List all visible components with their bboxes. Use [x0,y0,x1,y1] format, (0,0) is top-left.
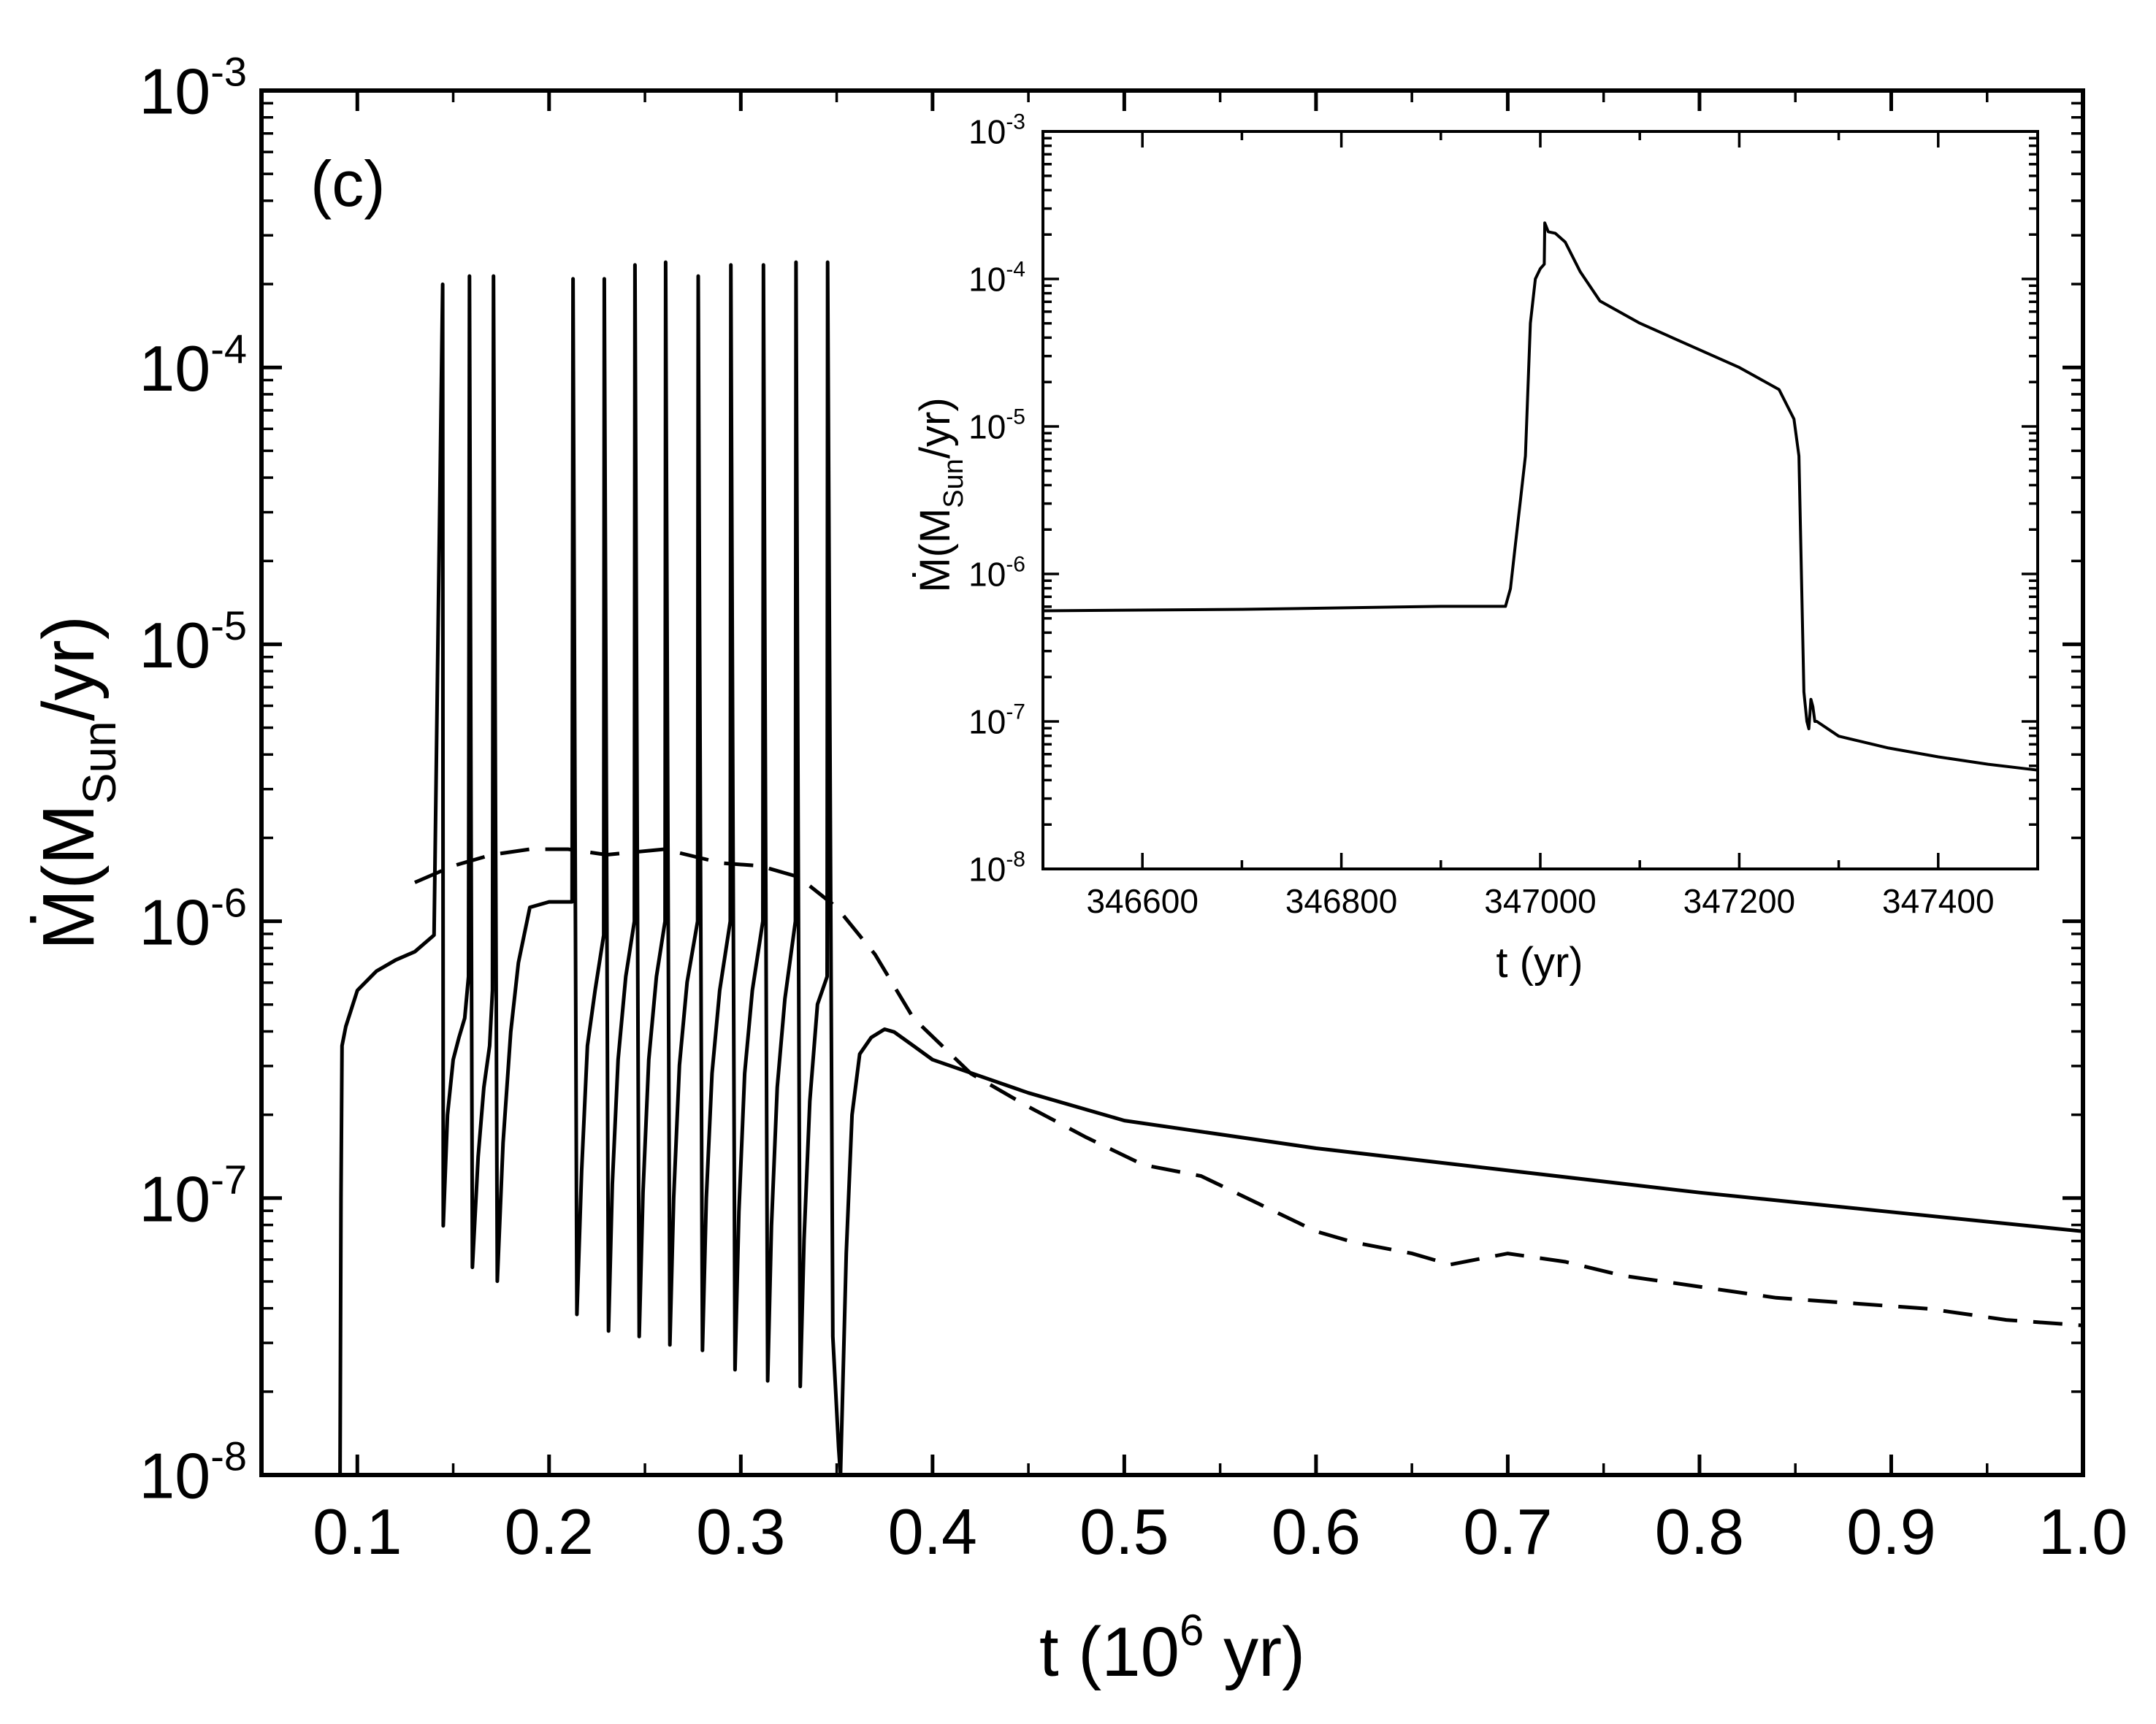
y-tick-label: 10-4 [139,326,247,405]
y-tick-label: 10-8 [139,1433,247,1512]
main-plot-frame [259,88,2085,1477]
x-tick-label: 346600 [1086,882,1199,920]
y-tick-label-base: 10 [968,556,1006,594]
panel-label: (c) [310,148,386,220]
x-tick-label: 0.8 [1655,1495,1744,1568]
main-y-axis-title-text: Ṁ(M [28,804,110,950]
y-tick-label: 10-7 [968,700,1025,741]
y-tick-label-exponent: -5 [1006,405,1025,429]
main-x-axis-title-tail: yr) [1204,1613,1305,1691]
x-tick-label: 0.9 [1846,1495,1935,1568]
series-line-solid [338,260,2084,1477]
y-tick-label-base: 10 [139,332,210,405]
main-plot: 0.1 0.2 0.3 0.4 0.5 0.6 0.7 0.8 0.9 1.010-810-710… [28,49,2128,1691]
main-series [338,260,2084,1477]
y-tick-label-exponent: -5 [210,602,247,648]
x-tick-label: 346800 [1285,882,1398,920]
main-x-axis-title-text: t (10 [1039,1613,1180,1691]
inset-y-axis-title-text: Ṁ(M [911,508,959,593]
y-tick-label: 10-3 [139,49,247,128]
y-tick-label-exponent: -8 [210,1433,247,1479]
y-tick-label-base: 10 [139,886,210,958]
y-tick-label-exponent: -6 [1006,553,1025,577]
y-tick-label-exponent: -8 [1006,848,1025,872]
inset-background [1043,131,2038,869]
x-tick-label: 347200 [1683,882,1796,920]
y-tick-label-base: 10 [968,851,1006,889]
y-tick-label: 10-8 [968,848,1025,889]
x-tick-label: 1.0 [2038,1495,2128,1568]
y-tick-label-exponent: -3 [210,49,247,95]
inset-y-axis-title-tail: /yr) [911,397,959,459]
main-x-axis-title-exponent: 6 [1180,1606,1204,1655]
y-tick-label-exponent: -7 [210,1156,247,1202]
y-tick-label-exponent: -4 [210,326,247,372]
x-tick-label: 0.6 [1272,1495,1361,1568]
inset-plot-frame [1041,130,2039,870]
main-y-axis-title-subscript: Sun [73,721,126,804]
y-tick-label: 10-7 [139,1156,247,1235]
y-tick-label-base: 10 [139,1440,210,1512]
x-tick-label: 0.4 [888,1495,977,1568]
main-tick-labels: 0.1 0.2 0.3 0.4 0.5 0.6 0.7 0.8 0.9 1.010-810-710… [139,49,2128,1568]
x-tick-label: 347000 [1484,882,1597,920]
main-x-axis-title: t (106 yr) [1039,1606,1305,1691]
x-tick-label: 0.1 [313,1495,402,1568]
y-tick-label: 10-5 [139,602,247,681]
y-tick-label-base: 10 [139,609,210,681]
y-tick-label: 10-4 [968,258,1025,299]
y-tick-label-exponent: -6 [210,879,247,925]
y-tick-label-exponent: -7 [1006,700,1025,724]
series-line-dashed [414,847,2084,1328]
y-tick-label-exponent: -3 [1006,110,1025,134]
inset-x-axis-title: t (yr) [1496,939,1583,986]
y-tick-label: 10-5 [968,405,1025,446]
y-tick-label-base: 10 [968,703,1006,741]
y-tick-label-base: 10 [139,55,210,128]
inset-plot: 346600 346800 347000 347200 34740010-810-710… [911,110,2039,986]
y-tick-label-base: 10 [968,113,1006,151]
y-tick-label: 10-3 [968,110,1025,151]
x-tick-label: 0.5 [1079,1495,1169,1568]
y-tick-label-base: 10 [968,261,1006,299]
y-tick-label-base: 10 [139,1162,210,1235]
x-tick-label: 347400 [1882,882,1995,920]
y-tick-label: 10-6 [968,553,1025,594]
main-y-axis-title-tail: /yr) [28,616,110,721]
y-tick-label: 10-6 [139,879,247,958]
inset-tick-labels: 346600 346800 347000 347200 34740010-810-710… [968,110,1994,920]
series-line-inset-solid [1042,221,2038,772]
x-tick-label: 0.2 [505,1495,594,1568]
x-tick-label: 0.3 [696,1495,785,1568]
y-tick-label-base: 10 [968,408,1006,446]
inset-series [1042,221,2038,772]
inset-y-axis-title-subscript: Sun [939,459,969,508]
y-tick-label-exponent: -4 [1006,258,1025,282]
x-tick-label: 0.7 [1463,1495,1552,1568]
inset-y-axis-title: Ṁ(MSun/yr) [911,397,969,592]
main-y-axis-title: Ṁ(MSun/yr) [28,616,126,950]
